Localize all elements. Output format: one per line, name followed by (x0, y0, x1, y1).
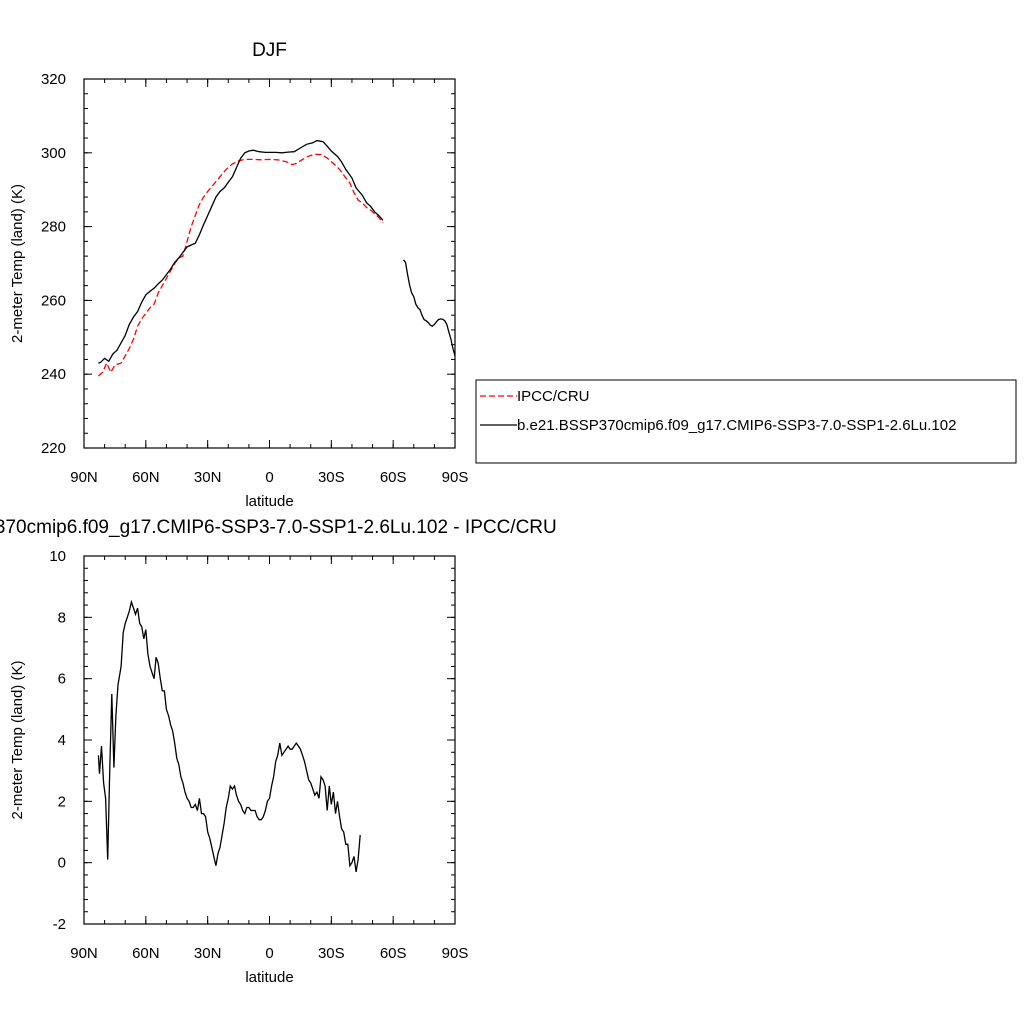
x-tick-label: 30S (318, 945, 345, 962)
legend: IPCC/CRU b.e21.BSSP370cmip6.f09_g17.CMIP6… (475, 379, 1017, 464)
y-tick-label: 240 (41, 366, 66, 383)
x-tick-label: 90S (442, 945, 469, 962)
x-tick-label: 60S (380, 469, 407, 486)
legend-entry-label: b.e21.BSSP370cmip6.f09_g17.CMIP6-SSP3-7.… (517, 417, 956, 434)
y-tick-label: 10 (49, 548, 66, 565)
series-line-ipcc-cru (97, 153, 384, 377)
x-tick-label: 0 (265, 945, 273, 962)
x-tick-label: 90N (70, 945, 98, 962)
y-tick-label: 4 (58, 732, 66, 749)
temperature-difference-plot: P370cmip6.f09_g17.CMIP6-SSP3-7.0-SSP1-2.… (0, 517, 557, 986)
series-line-model (98, 139, 384, 364)
y-tick-label: 260 (41, 292, 66, 309)
y-tick-label: 8 (58, 609, 66, 626)
plot-frame (83, 78, 456, 449)
y-tick-label: 300 (41, 145, 66, 162)
x-axis-label: latitude (245, 969, 293, 986)
legend-entry-label: IPCC/CRU (517, 388, 590, 405)
x-tick-label: 60N (132, 469, 160, 486)
djf-temperature-plot: DJF 90N 60N 30N 0 30S 60S 90S 220 240 260 280 300 320… (9, 40, 468, 510)
x-tick-label: 30S (318, 469, 345, 486)
chart-title: P370cmip6.f09_g17.CMIP6-SSP3-7.0-SSP1-2.… (0, 517, 557, 538)
series-line-model (97, 599, 361, 873)
x-tick-label: 60S (380, 945, 407, 962)
x-tick-label: 90S (442, 469, 469, 486)
series-line-model-segment-2 (402, 259, 456, 356)
x-tick-label: 0 (265, 469, 273, 486)
y-axis-label: 2-meter Temp (land) (K) (9, 661, 26, 820)
x-tick-label: 30N (194, 945, 222, 962)
y-tick-label: 280 (41, 219, 66, 236)
x-tick-label: 90N (70, 469, 98, 486)
y-tick-label: 220 (41, 440, 66, 457)
x-tick-label: 30N (194, 469, 222, 486)
y-tick-label: 320 (41, 71, 66, 88)
y-tick-label: 0 (58, 855, 66, 872)
plot-frame (83, 555, 456, 925)
x-tick-label: 60N (132, 945, 160, 962)
y-tick-label: -2 (53, 916, 66, 933)
y-tick-label: 6 (58, 671, 66, 688)
y-axis-label: 2-meter Temp (land) (K) (9, 184, 26, 343)
chart-title: DJF (252, 40, 287, 61)
legend-box (475, 379, 1017, 464)
y-tick-label: 2 (58, 793, 66, 810)
x-axis-label: latitude (245, 493, 293, 510)
